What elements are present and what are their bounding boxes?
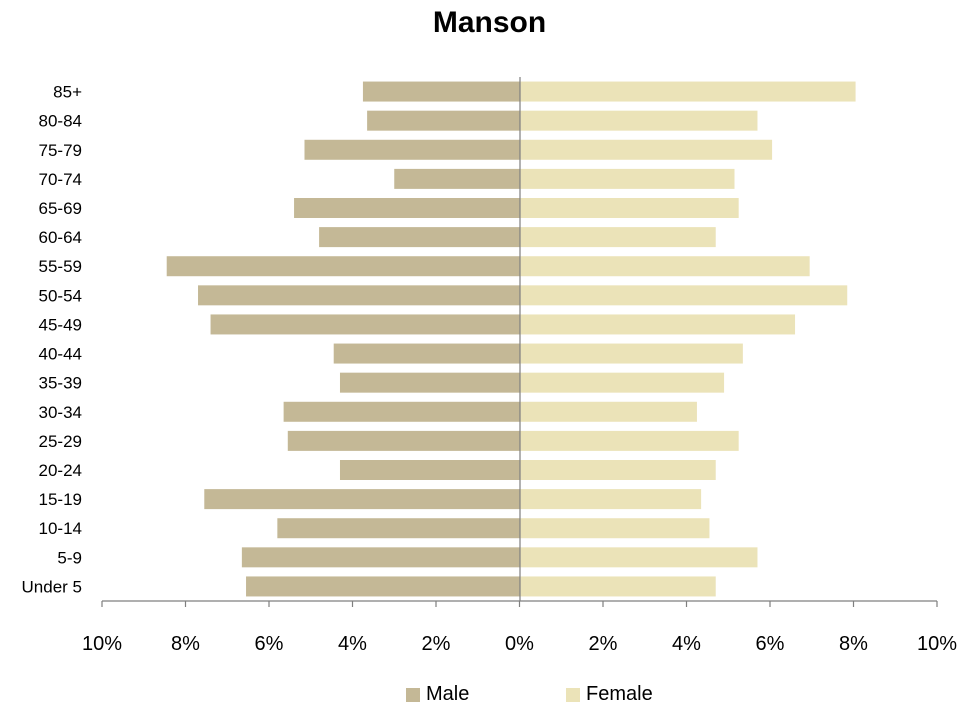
x-tick-label: 8% bbox=[171, 633, 200, 655]
y-tick-label: 45-49 bbox=[39, 315, 82, 334]
bar-male bbox=[339, 372, 520, 393]
bar-male bbox=[367, 110, 520, 131]
bar-male bbox=[319, 227, 520, 248]
bar-female bbox=[520, 343, 743, 364]
y-tick-label: 35-39 bbox=[39, 374, 82, 393]
y-tick-label: 50-54 bbox=[39, 286, 82, 305]
legend-label-male: Male bbox=[426, 683, 470, 705]
y-tick-label: 80-84 bbox=[39, 112, 82, 131]
y-tick-label: 60-64 bbox=[39, 228, 82, 247]
bar-male bbox=[294, 198, 520, 218]
bar-female bbox=[520, 314, 796, 335]
y-tick-label: 40-44 bbox=[39, 345, 82, 364]
x-tick-label: 8% bbox=[839, 633, 868, 655]
x-tick-label: 6% bbox=[756, 633, 785, 655]
bar-female bbox=[520, 460, 716, 480]
legend-item-female: Female bbox=[566, 683, 653, 706]
bar-male bbox=[333, 343, 520, 364]
bar-female bbox=[520, 139, 773, 160]
legend-swatch-male bbox=[406, 687, 420, 702]
y-tick-label: 85+ bbox=[53, 83, 82, 102]
y-tick-label: 25-29 bbox=[39, 432, 82, 451]
x-tick-label: 2% bbox=[589, 633, 618, 655]
y-tick-label: 30-34 bbox=[39, 403, 82, 422]
y-tick-label: 65-69 bbox=[39, 199, 82, 218]
y-tick-label: 20-24 bbox=[39, 461, 82, 480]
y-tick-label: 15-19 bbox=[39, 490, 82, 509]
bar-female bbox=[520, 576, 716, 597]
y-tick-label: Under 5 bbox=[22, 577, 82, 596]
bar-female bbox=[520, 372, 725, 393]
x-tick-label: 10% bbox=[82, 633, 122, 655]
bar-male bbox=[166, 256, 520, 277]
x-tick-label: 10% bbox=[917, 633, 957, 655]
bar-male bbox=[304, 139, 520, 160]
legend-swatch-female bbox=[566, 687, 580, 702]
bar-male bbox=[287, 430, 520, 451]
y-tick-label: 5-9 bbox=[57, 548, 82, 567]
bar-female bbox=[520, 430, 739, 451]
y-tick-label: 10-14 bbox=[39, 519, 82, 538]
bar-male bbox=[362, 81, 520, 102]
x-tick-label: 2% bbox=[422, 633, 451, 655]
bar-male bbox=[394, 168, 520, 189]
bar-female bbox=[520, 227, 716, 248]
bar-female bbox=[520, 285, 848, 306]
bar-female bbox=[520, 547, 758, 568]
legend-label-female: Female bbox=[586, 683, 653, 705]
bar-male bbox=[210, 314, 521, 335]
legend-item-male: Male bbox=[406, 683, 469, 706]
bar-male bbox=[241, 547, 521, 568]
y-tick-label: 55-59 bbox=[39, 257, 82, 276]
x-tick-label: 0% bbox=[505, 633, 534, 655]
x-tick-label: 4% bbox=[338, 633, 367, 655]
bar-female bbox=[520, 401, 697, 422]
legend: Male Female bbox=[0, 683, 979, 713]
bar-female bbox=[520, 81, 856, 102]
chart-title: Manson bbox=[432, 6, 547, 39]
bar-female bbox=[520, 489, 702, 510]
bar-male bbox=[246, 576, 520, 597]
bar-female bbox=[520, 168, 735, 189]
bar-female bbox=[520, 518, 710, 539]
bar-female bbox=[520, 110, 758, 131]
bar-male bbox=[339, 460, 520, 480]
bar-female bbox=[520, 198, 739, 218]
x-tick-label: 6% bbox=[255, 633, 284, 655]
x-tick-label: 4% bbox=[672, 633, 701, 655]
bar-male bbox=[198, 285, 520, 306]
y-tick-label: 70-74 bbox=[39, 170, 82, 189]
bar-male bbox=[283, 401, 520, 422]
bar-male bbox=[204, 489, 520, 510]
y-tick-label: 75-79 bbox=[39, 141, 82, 160]
bar-male bbox=[277, 518, 520, 539]
bar-female bbox=[520, 256, 810, 277]
